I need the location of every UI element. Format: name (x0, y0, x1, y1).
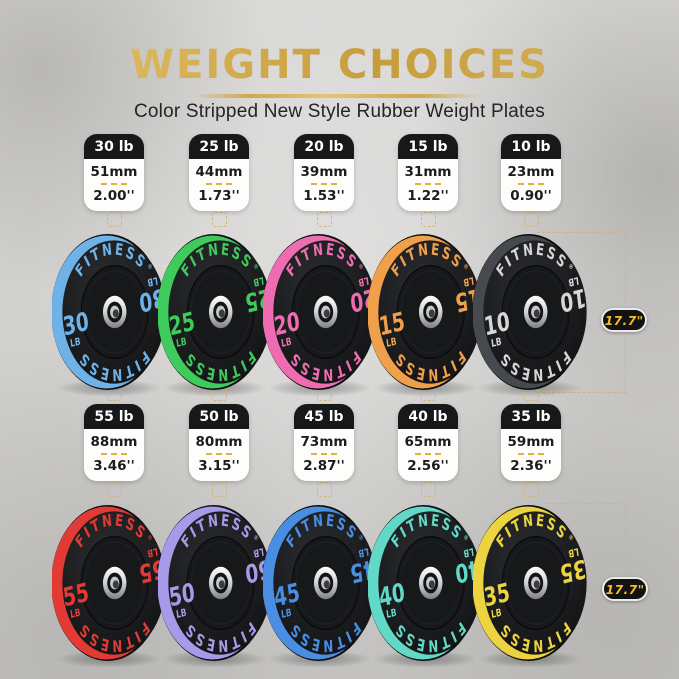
thickness-inches: 2.56'' (407, 458, 449, 474)
spec-badge-45lb: 45 lb 73mm 2.87'' (294, 404, 354, 481)
thickness-mm: 65mm (404, 434, 452, 450)
spec-badge-10lb: 10 lb 23mm 0.90'' (501, 134, 561, 211)
connector-square-20lb (316, 212, 332, 227)
thickness-mm: 73mm (300, 434, 348, 450)
separator-line (206, 453, 232, 455)
separator-line (415, 453, 441, 455)
weight-label: 10 lb (501, 134, 561, 159)
weight-label: 20 lb (294, 134, 354, 159)
spec-badge-50lb: 50 lb 80mm 3.15'' (189, 404, 249, 481)
weight-plate-45lb: FITNESS® FITNESS 45 LB 45 LB (262, 504, 378, 667)
separator-line (101, 453, 127, 455)
thickness-inches: 2.87'' (303, 458, 345, 474)
connector-square-30lb (106, 212, 122, 227)
thickness-mm: 23mm (507, 164, 555, 180)
thickness-inches: 2.36'' (510, 458, 552, 474)
spec-badge-55lb: 55 lb 88mm 3.46'' (84, 404, 144, 481)
spec-badge-20lb: 20 lb 39mm 1.53'' (294, 134, 354, 211)
spec-badge-15lb: 15 lb 31mm 1.22'' (398, 134, 458, 211)
weight-label: 55 lb (84, 404, 144, 429)
diameter-badge-bottom: 17.7" (602, 577, 648, 601)
connector-square-10lb (523, 212, 539, 227)
weight-label: 25 lb (189, 134, 249, 159)
weight-label: 50 lb (189, 404, 249, 429)
weight-plate-35lb: FITNESS® FITNESS 35 LB 35 LB (472, 504, 588, 667)
connector-square-55lb (106, 482, 122, 497)
thickness-inches: 3.15'' (198, 458, 240, 474)
connector-square-50lb (211, 482, 227, 497)
thickness-mm: 88mm (90, 434, 138, 450)
thickness-mm: 59mm (507, 434, 555, 450)
spec-badge-30lb: 30 lb 51mm 2.00'' (84, 134, 144, 211)
weight-plate-55lb: FITNESS® FITNESS 55 LB 55 LB (51, 504, 167, 667)
weight-label: 35 lb (501, 404, 561, 429)
spec-badge-40lb: 40 lb 65mm 2.56'' (398, 404, 458, 481)
connector-square-25lb (211, 212, 227, 227)
thickness-inches: 1.53'' (303, 188, 345, 204)
weight-label: 15 lb (398, 134, 458, 159)
thickness-inches: 1.22'' (407, 188, 449, 204)
separator-line (101, 183, 127, 185)
diameter-badge-top: 17.7" (601, 308, 647, 332)
weight-plate-30lb: FITNESS® FITNESS 30 LB 30 LB (51, 233, 167, 396)
thickness-mm: 39mm (300, 164, 348, 180)
weight-plate-50lb: FITNESS® FITNESS 50 LB 50 LB (157, 504, 273, 667)
thickness-inches: 1.73'' (198, 188, 240, 204)
spec-badge-35lb: 35 lb 59mm 2.36'' (501, 404, 561, 481)
connector-square-15lb (420, 212, 436, 227)
weight-plate-10lb: FITNESS® FITNESS 10 LB 10 LB (472, 233, 588, 396)
thickness-inches: 0.90'' (510, 188, 552, 204)
connector-square-35lb (523, 482, 539, 497)
page-subtitle: Color Stripped New Style Rubber Weight P… (133, 101, 545, 122)
thickness-mm: 51mm (90, 164, 138, 180)
weight-plate-20lb: FITNESS® FITNESS 20 LB 20 LB (262, 233, 378, 396)
thickness-inches: 2.00'' (93, 188, 135, 204)
separator-line (415, 183, 441, 185)
separator-line (518, 453, 544, 455)
page-title: WEIGHT CHOICES (0, 42, 679, 88)
title-underline (198, 94, 481, 98)
separator-line (311, 453, 337, 455)
weight-label: 40 lb (398, 404, 458, 429)
thickness-mm: 31mm (404, 164, 452, 180)
separator-line (311, 183, 337, 185)
thickness-mm: 44mm (195, 164, 243, 180)
separator-line (206, 183, 232, 185)
spec-badge-25lb: 25 lb 44mm 1.73'' (189, 134, 249, 211)
connector-square-45lb (316, 482, 332, 497)
weight-plate-40lb: FITNESS® FITNESS 40 LB 40 LB (367, 504, 483, 667)
thickness-inches: 3.46'' (93, 458, 135, 474)
weight-plate-25lb: FITNESS® FITNESS 25 LB 25 LB (157, 233, 273, 396)
weight-label: 45 lb (294, 404, 354, 429)
thickness-mm: 80mm (195, 434, 243, 450)
weight-plate-15lb: FITNESS® FITNESS 15 LB 15 LB (367, 233, 483, 396)
weight-label: 30 lb (84, 134, 144, 159)
separator-line (518, 183, 544, 185)
connector-square-40lb (420, 482, 436, 497)
